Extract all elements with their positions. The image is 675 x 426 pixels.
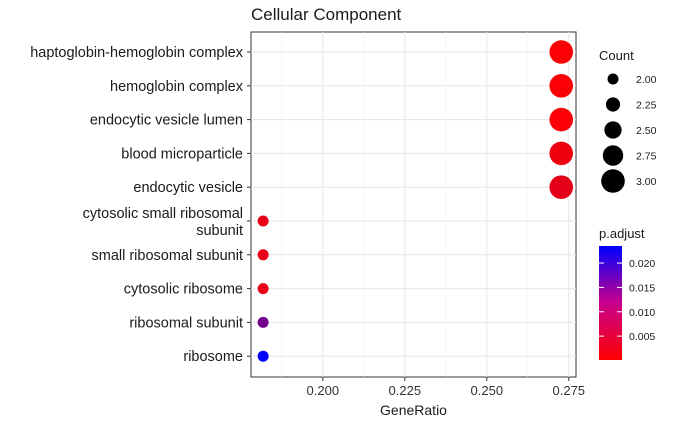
x-tick-label: 0.250 <box>471 383 504 398</box>
color-legend-label: 0.020 <box>629 258 655 270</box>
x-tick-label: 0.225 <box>389 383 422 398</box>
size-legend-label: 2.75 <box>636 151 657 163</box>
size-legend-key <box>602 145 624 166</box>
size-legend-key <box>601 169 625 193</box>
color-legend-bar <box>599 246 622 360</box>
size-legend: 2.00 2.25 2.50 2.75 3.00 <box>601 73 657 193</box>
size-legend-key <box>605 97 621 112</box>
x-tick-label: 0.200 <box>307 383 340 398</box>
y-tick-label: endocytic vesicle <box>133 180 243 196</box>
plot-panel <box>250 31 577 378</box>
color-legend-label: 0.015 <box>629 282 655 294</box>
chart-title: Cellular Component <box>251 5 402 24</box>
x-axis-title: GeneRatio <box>380 402 447 418</box>
color-legend-title: p.adjust <box>599 226 645 241</box>
y-tick-label: ribosomal subunit <box>129 315 243 331</box>
size-legend-key <box>604 121 622 139</box>
size-legend-key <box>607 73 619 85</box>
grid-lines <box>251 32 576 377</box>
y-tick-label: cytosolic ribosome <box>124 282 243 298</box>
size-legend-label: 2.25 <box>636 100 657 112</box>
y-tick-label: hemoglobin complex <box>110 79 244 95</box>
data-point: haptoglobin-hemoglobin complex <box>549 40 574 64</box>
y-tick-label: blood microparticle <box>121 146 243 162</box>
x-tick-label: 0.275 <box>553 383 586 398</box>
data-point: ribosomal subunit <box>257 316 269 328</box>
data-point: hemoglobin complex <box>549 74 574 98</box>
data-point: cytosolic small ribosomal subunit <box>257 215 269 227</box>
color-legend-ticks: 0.020 0.015 0.010 0.005 <box>599 258 655 343</box>
data-point: ribosome <box>257 350 269 362</box>
color-legend-label: 0.005 <box>629 331 655 343</box>
y-tick-label: haptoglobin-hemoglobin complex <box>30 45 244 61</box>
data-point: endocytic vesicle lumen <box>549 107 574 132</box>
x-axis-ticks: 0.200 0.225 0.250 0.275 <box>307 377 586 398</box>
data-points: haptoglobin-hemoglobin complex hemoglobin… <box>257 40 574 362</box>
data-point: small ribosomal subunit <box>257 249 269 261</box>
y-tick-label: ribosome <box>183 349 243 365</box>
y-tick-label: cytosolic small ribosomal subunit <box>83 206 243 239</box>
size-legend-label: 2.50 <box>636 125 657 137</box>
size-legend-label: 2.00 <box>636 74 657 86</box>
size-legend-title: Count <box>599 48 634 63</box>
color-legend-label: 0.010 <box>629 307 655 319</box>
data-point: blood microparticle <box>549 141 574 166</box>
data-point: cytosolic ribosome <box>257 283 269 295</box>
y-tick-label: small ribosomal subunit <box>91 248 243 264</box>
size-legend-label: 3.00 <box>636 176 657 188</box>
data-point: endocytic vesicle <box>549 175 574 199</box>
y-axis-labels: haptoglobin-hemoglobin complex hemoglobin… <box>30 45 251 365</box>
y-tick-label: endocytic vesicle lumen <box>90 113 243 129</box>
